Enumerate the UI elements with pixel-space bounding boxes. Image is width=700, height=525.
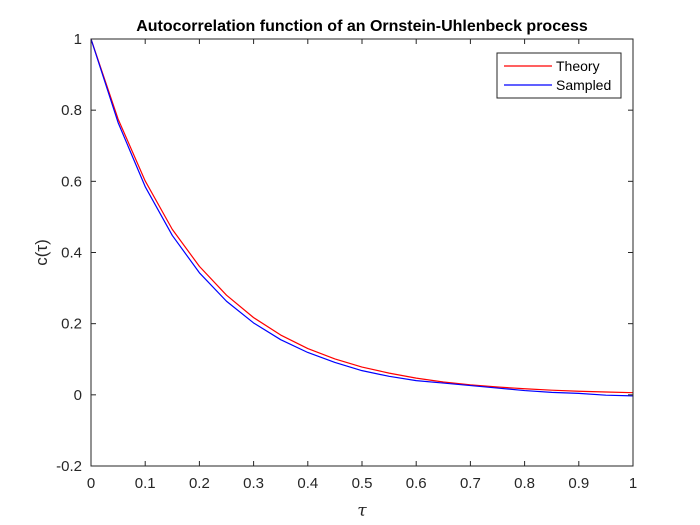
y-tick-label: -0.2 [56, 458, 82, 475]
y-axis-label: c(τ) [32, 239, 51, 266]
x-ticks: 0 0.1 0.2 0.3 0.4 0.5 0.6 0.7 0.8 0.9 1 [87, 39, 637, 492]
legend: Theory Sampled [496, 52, 622, 99]
x-tick-label: 0.3 [243, 475, 264, 492]
x-tick-label: 0.9 [568, 475, 589, 492]
x-tick-label: 0.4 [297, 475, 318, 492]
x-tick-label: 0 [87, 475, 95, 492]
legend-label-sampled: Sampled [556, 77, 611, 93]
y-tick-label: 0.6 [61, 173, 82, 190]
y-ticks: -0.2 0 0.2 0.4 0.6 0.8 1 [56, 31, 633, 475]
x-tick-label: 0.1 [135, 475, 156, 492]
legend-box [496, 52, 622, 99]
x-tick-label: 0.7 [460, 475, 481, 492]
plot-area [91, 39, 633, 466]
x-tick-label: 0.2 [189, 475, 210, 492]
legend-label-theory: Theory [556, 58, 600, 74]
series-line-theory [90, 38, 634, 394]
y-tick-label: 0.4 [61, 245, 82, 262]
x-tick-label: 1 [629, 475, 637, 492]
y-tick-label: 1 [74, 31, 82, 48]
y-tick-label: 0.8 [61, 102, 82, 119]
x-tick-label: 0.5 [352, 475, 373, 492]
y-tick-label: 0.2 [61, 316, 82, 333]
series-layer [90, 38, 634, 397]
x-tick-label: 0.8 [514, 475, 535, 492]
y-tick-label: 0 [74, 387, 82, 404]
chart-title: Autocorrelation function of an Ornstein-… [136, 18, 588, 35]
x-axis-label: τ [357, 501, 367, 521]
series-line-sampled [90, 38, 634, 397]
x-tick-label: 0.6 [406, 475, 427, 492]
